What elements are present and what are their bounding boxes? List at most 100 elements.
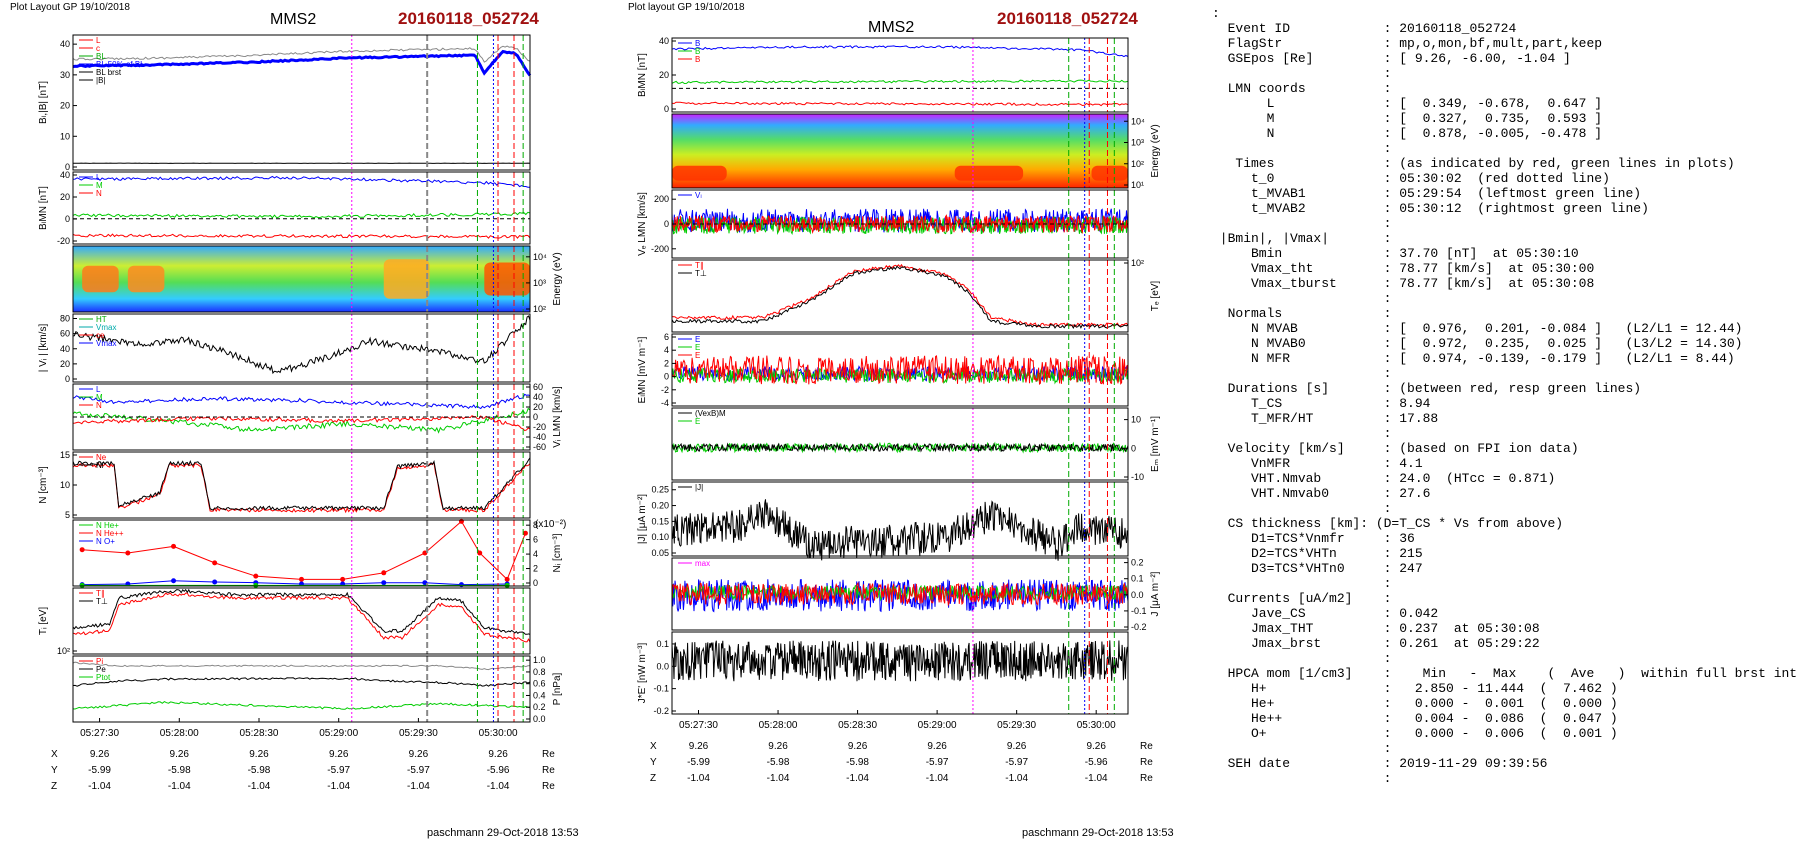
pos-value: -5.98 — [248, 765, 271, 776]
y-tick-label-right: 10³ — [533, 278, 546, 288]
info-line: VHT.Nmvab : 24.0 (HTcc = 0.871) — [1212, 471, 1802, 486]
series-line-3 — [73, 702, 530, 710]
y-tick-label: 15 — [60, 450, 70, 460]
info-line: Currents [uA/m2] : — [1212, 591, 1802, 606]
info-line: : — [1212, 6, 1802, 21]
y-tick-label-right: 0.6 — [533, 679, 546, 689]
y-axis-label: Tᵢ [eV] — [38, 607, 49, 635]
spectrogram-hot-region — [82, 266, 119, 292]
y-tick-label: 10 — [60, 131, 70, 141]
pos-value: 9.26 — [249, 749, 269, 760]
info-line: : — [1212, 651, 1802, 666]
series-line-1 — [73, 316, 530, 373]
legend-entry: Ni — [96, 461, 104, 470]
x-tick-label: 05:27:30 — [80, 728, 119, 739]
y-tick-label-right: 10² — [1131, 258, 1144, 268]
left-event-id: 20160118_052724 — [398, 9, 539, 28]
data-segment — [256, 583, 302, 584]
pos-row-label: Y — [51, 765, 58, 776]
y-tick-label-right: 20 — [533, 402, 543, 412]
y-tick-label: 30 — [60, 70, 70, 80]
legend-entry: N O+ — [96, 537, 115, 546]
pos-value: -5.99 — [88, 765, 111, 776]
y-tick-label-right: -40 — [533, 432, 546, 442]
y-axis-label-right: Vᵢ LMN [km/s] — [552, 386, 563, 448]
pos-row-label: X — [650, 741, 657, 752]
y-axis-label: N [cm⁻³] — [38, 466, 49, 504]
info-line: He++ : 0.004 - 0.086 ( 0.047 ) — [1212, 711, 1802, 726]
pos-value: 9.26 — [409, 749, 429, 760]
pos-value: -1.04 — [767, 773, 790, 784]
info-line: |Bmin|, |Vmax| : — [1212, 231, 1802, 246]
info-line: M : [ 0.327, 0.735, 0.593 ] — [1212, 111, 1802, 126]
pos-value: -5.97 — [327, 765, 350, 776]
legend-entry: N — [96, 189, 102, 198]
info-line: : — [1212, 216, 1802, 231]
series-line-1 — [672, 265, 1128, 327]
series-line-2 — [73, 409, 530, 433]
series-line-1 — [73, 662, 530, 669]
series-line-2 — [672, 80, 1128, 84]
y-tick-label: 5 — [65, 510, 70, 520]
y-axis-label-right: Eₘ [mV m⁻¹] — [1150, 416, 1161, 472]
y-tick-label-right: 0.0 — [533, 714, 546, 724]
mid-footer: paschmann 29-Oct-2018 13:53 — [1022, 827, 1174, 839]
info-line: : — [1212, 771, 1802, 786]
x-tick-label: 05:29:30 — [399, 728, 438, 739]
pos-value: -1.04 — [1005, 773, 1028, 784]
y-tick-label: -20 — [57, 236, 70, 246]
series-line-1 — [672, 46, 1128, 57]
data-segment — [425, 583, 462, 585]
panel-frame — [672, 408, 1128, 480]
y-tick-label-right: -10 — [1131, 472, 1144, 482]
y-tick-label: 0.20 — [651, 501, 669, 511]
y-tick-label: 40 — [60, 39, 70, 49]
info-line: D2=TCS*VHTn : 215 — [1212, 546, 1802, 561]
pos-value: -5.98 — [846, 757, 869, 768]
y-axis-label: |J| [μA m⁻²] — [637, 494, 648, 544]
series-line-2 — [73, 458, 530, 510]
y-tick-label: -0.1 — [653, 684, 669, 694]
y-tick-label-right: 0 — [533, 578, 538, 588]
y-tick-label-right: 4 — [533, 549, 538, 559]
left-header: Plot Layout GP 19/10/2018 — [10, 2, 130, 13]
y-tick-label-right: -20 — [533, 422, 546, 432]
pos-value: -1.04 — [248, 781, 271, 792]
pos-value: -1.04 — [687, 773, 710, 784]
info-line: : — [1212, 741, 1802, 756]
info-line: CS thickness [km]: (D=T_CS * Vs from abo… — [1212, 516, 1802, 531]
panel-9: -0.2-0.10.00.1J*E' [nW m⁻³] — [637, 632, 1128, 716]
panel-7: 0.050.100.150.200.25|J| [μA m⁻²]|J| — [637, 482, 1128, 561]
info-line: D3=TCS*VHTn0 : 247 — [1212, 561, 1802, 576]
series-line-1 — [73, 394, 530, 408]
x-tick-label: 05:28:30 — [240, 728, 279, 739]
data-segment — [215, 582, 256, 583]
pos-row-label: Z — [51, 781, 57, 792]
y-tick-label: 4 — [664, 345, 669, 355]
y-axis-label: Vₑ LMN [km/s] — [637, 192, 648, 256]
pos-value: -5.97 — [1005, 757, 1028, 768]
legend-entry: T⊥ — [695, 269, 707, 278]
y-tick-label-right: 10² — [1131, 159, 1144, 169]
y-tick-label-right: 10⁴ — [533, 252, 547, 262]
y-tick-label: 0.0 — [656, 661, 669, 671]
y-tick-label: 0 — [664, 219, 669, 229]
y-tick-label-right: 0.2 — [1131, 558, 1144, 568]
pos-row-label: X — [51, 749, 58, 760]
y-tick-label-right: 6 — [533, 535, 538, 545]
y-tick-label-right: 0.0 — [1131, 590, 1144, 600]
info-line: LMN coords : — [1212, 81, 1802, 96]
pos-unit: Re — [1140, 741, 1153, 752]
info-line: : — [1212, 366, 1802, 381]
info-line: O+ : 0.000 - 0.006 ( 0.001 ) — [1212, 726, 1802, 741]
info-line: Jave_CS : 0.042 — [1212, 606, 1802, 621]
pos-value: -5.98 — [767, 757, 790, 768]
y-tick-label-right: 10³ — [1131, 138, 1144, 148]
y-tick-label: 10 — [60, 480, 70, 490]
series-line-2 — [73, 678, 530, 686]
y-tick-label-right: 0 — [1131, 443, 1136, 453]
